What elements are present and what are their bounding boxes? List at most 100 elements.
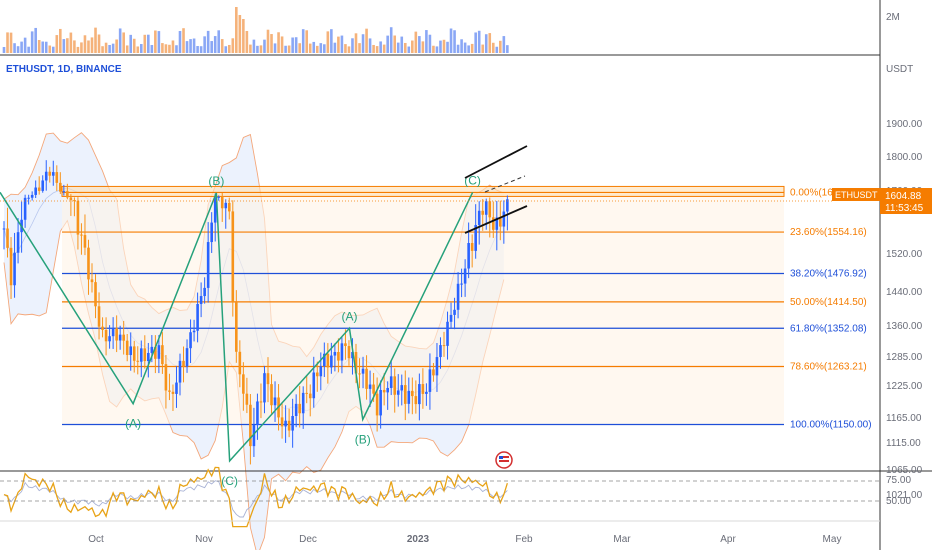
- price-tag-countdown: 11:53:45: [885, 203, 924, 214]
- candle: [301, 386, 305, 429]
- candle: [365, 355, 368, 400]
- volume-bar: [161, 43, 164, 53]
- candle: [164, 354, 168, 409]
- candle: [118, 325, 122, 350]
- volume-bar: [456, 44, 460, 53]
- volume-bar: [333, 42, 337, 53]
- fib-level: 78.60%(1263.21): [62, 362, 867, 373]
- fib-level-label: 38.20%(1476.92): [790, 268, 867, 279]
- candle: [73, 197, 76, 217]
- volume-bar: [213, 36, 217, 53]
- event-flag-icon[interactable]: [495, 451, 513, 469]
- candle: [161, 332, 164, 374]
- time-label: Oct: [88, 534, 104, 545]
- time-label: Feb: [515, 534, 533, 545]
- candle: [323, 342, 326, 378]
- candle: [446, 311, 449, 360]
- candle: [235, 290, 238, 363]
- volume-bar: [474, 32, 477, 53]
- candle: [97, 292, 101, 340]
- candle: [273, 381, 277, 422]
- candle: [37, 176, 41, 195]
- candle: [231, 200, 235, 317]
- price-tick: 1285.00: [886, 352, 923, 363]
- time-axis-labels[interactable]: Oct Nov Dec 2023 Feb Mar Apr May: [88, 534, 841, 545]
- candle: [143, 335, 147, 369]
- volume-bar: [238, 15, 242, 53]
- candle: [132, 340, 136, 373]
- candle: [189, 319, 192, 364]
- volume-bar: [231, 38, 235, 53]
- price-axis-ticks[interactable]: 1900.00 1800.00 1700.00 1520.00 1440.00 …: [886, 119, 923, 501]
- volume-bar: [301, 29, 305, 53]
- volume-bar: [136, 46, 140, 53]
- fib-level-label: 100.00%(1150.00): [790, 420, 872, 431]
- candle: [477, 201, 481, 245]
- candle: [312, 356, 316, 408]
- candle: [396, 374, 400, 407]
- candle: [495, 200, 499, 251]
- wave-label: (C): [464, 173, 481, 187]
- volume-bar: [168, 44, 171, 53]
- volume-bar: [227, 44, 231, 53]
- candle: [474, 204, 477, 259]
- candle: [326, 343, 330, 384]
- candle: [488, 197, 492, 238]
- volume-bar: [284, 45, 287, 53]
- candle: [298, 385, 301, 428]
- volume-bar: [224, 46, 228, 53]
- candle: [249, 393, 252, 465]
- volume-bar: [125, 45, 129, 53]
- candle: [294, 394, 298, 428]
- volume-bar: [111, 43, 115, 53]
- volume-bar: [407, 46, 411, 53]
- price-tick: 1900.00: [886, 119, 923, 130]
- candle: [171, 384, 175, 411]
- volume-bar: [273, 43, 277, 53]
- candle: [87, 239, 90, 295]
- volume-bar: [171, 40, 175, 53]
- volume-bar: [256, 45, 259, 53]
- candle: [2, 221, 6, 250]
- candle: [347, 340, 351, 366]
- volume-bar: [143, 34, 147, 53]
- candle: [122, 320, 125, 355]
- volume-bar: [372, 44, 375, 53]
- candle: [499, 200, 502, 241]
- volume-bar: [94, 27, 97, 53]
- volume-bar: [460, 39, 463, 53]
- candle: [425, 383, 428, 406]
- volume-bar: [76, 46, 80, 53]
- candle: [125, 334, 129, 362]
- price-tick: 1065.00: [886, 465, 923, 476]
- candle: [259, 383, 263, 419]
- volume-bar: [23, 37, 27, 53]
- oscillator-pane: [3, 466, 508, 528]
- time-label: 2023: [407, 534, 430, 545]
- volume-bar: [287, 45, 291, 53]
- volume-bar: [470, 43, 474, 53]
- volume-bar: [291, 37, 294, 53]
- fib-level-label: 78.60%(1263.21): [790, 362, 867, 373]
- volume-bar: [62, 39, 66, 53]
- volume-bar: [418, 36, 421, 53]
- candle: [48, 166, 52, 183]
- price-tick: 1021.00: [886, 490, 923, 501]
- volume-bar: [312, 41, 316, 53]
- volume-bar: [488, 33, 492, 53]
- volume-bar: [164, 44, 168, 53]
- oscillator-line: [3, 466, 508, 528]
- osc-tick: 50.00: [886, 496, 911, 507]
- candle: [13, 232, 16, 298]
- price-tick: 1800.00: [886, 152, 923, 163]
- candle: [104, 317, 108, 356]
- volume-bar: [425, 30, 428, 53]
- candle: [460, 268, 463, 298]
- time-label: May: [823, 534, 842, 545]
- volume-bar: [178, 31, 182, 53]
- volume-bar: [477, 30, 481, 53]
- candle: [210, 212, 213, 253]
- candle: [361, 356, 365, 389]
- volume-bar: [323, 44, 326, 53]
